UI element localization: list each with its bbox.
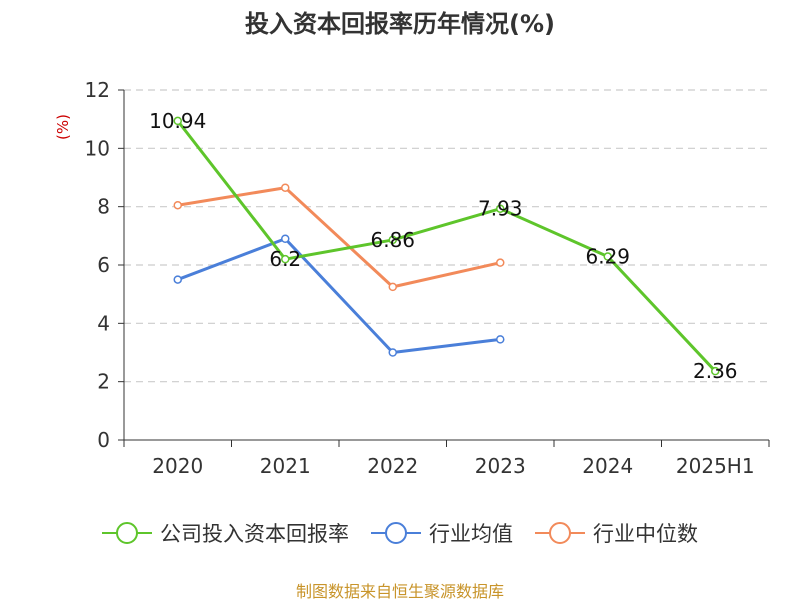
y-axis-unit-label: (%)	[54, 114, 72, 140]
data-point	[173, 116, 182, 126]
y-tick-label: 10	[85, 136, 110, 160]
data-point	[281, 183, 290, 192]
data-label: 7.93	[478, 197, 523, 221]
legend-item-company[interactable]: 公司投入资本回报率	[102, 518, 349, 548]
data-point	[388, 235, 397, 245]
series-line	[176, 119, 717, 373]
data-point	[496, 204, 505, 213]
label-layer: 10.94 6.2 6.86 7.93 6.29 2.36	[149, 109, 737, 383]
data-point	[496, 335, 505, 344]
y-tick-label: 8	[97, 195, 110, 219]
y-tick-label: 12	[85, 78, 110, 102]
chart-title: 投入资本回报率历年情况(%)	[245, 10, 555, 38]
series-line	[177, 237, 501, 354]
legend-item-industry-mean[interactable]: 行业均值	[371, 518, 513, 548]
legend-label: 公司投入资本回报率	[160, 522, 349, 546]
source-note: 制图数据来自恒生聚源数据库	[295, 582, 504, 601]
legend: 公司投入资本回报率 行业均值 行业中位数	[0, 518, 800, 548]
data-point	[496, 258, 505, 267]
x-tick-label: 2021	[260, 454, 311, 478]
data-point	[603, 252, 612, 261]
data-point	[281, 234, 290, 243]
series-layer	[173, 116, 720, 376]
legend-item-industry-median[interactable]: 行业中位数	[535, 518, 698, 548]
legend-marker-icon	[371, 522, 421, 544]
legend-marker-icon	[535, 522, 585, 544]
data-label: 6.29	[585, 245, 630, 269]
y-tick-label: 2	[97, 370, 110, 394]
data-point	[388, 348, 397, 357]
y-tick-label: 4	[97, 311, 110, 335]
legend-label: 行业均值	[429, 522, 513, 546]
data-point	[173, 200, 182, 210]
data-label: 2.36	[693, 359, 738, 383]
data-point	[281, 254, 290, 264]
grid-layer	[124, 89, 769, 383]
legend-marker-icon	[102, 522, 152, 544]
data-point	[173, 275, 182, 284]
x-tick-label: 2020	[152, 454, 203, 478]
x-tick-label: 2023	[475, 454, 526, 478]
x-tick-label: 2024	[582, 454, 633, 478]
y-tick-label: 6	[97, 253, 110, 277]
data-label: 6.86	[370, 228, 415, 252]
data-point	[388, 282, 397, 292]
legend-label: 行业中位数	[593, 522, 698, 546]
data-label: 10.94	[149, 109, 206, 133]
x-tick-label: 2025H1	[676, 454, 755, 478]
data-label: 6.2	[269, 247, 301, 271]
series-line	[177, 186, 501, 289]
y-tick-label: 0	[97, 428, 110, 452]
x-tick-label: 2022	[367, 454, 418, 478]
axis-layer: 0 2 4 6 8 10 12 2020 2021 2022 2023 2024 2025H1	[85, 78, 770, 478]
data-point	[711, 366, 720, 376]
